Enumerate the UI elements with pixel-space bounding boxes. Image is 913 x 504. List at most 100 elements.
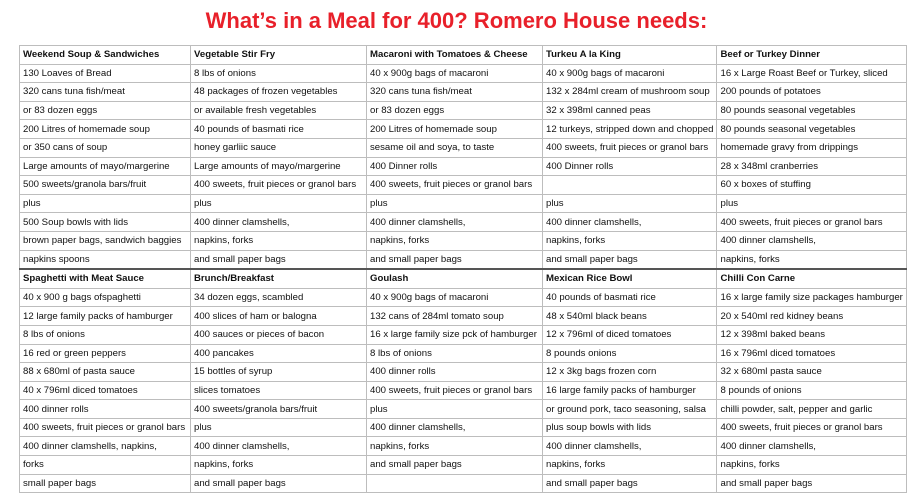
ingredient-cell: homemade gravy from drippings — [716, 137, 907, 158]
ingredient-cell: 400 dinner clamshells, — [541, 212, 718, 232]
ingredient-cell: 400 dinner clamshells, — [366, 212, 543, 232]
ingredient-cell: 200 Litres of homemade soup — [19, 119, 191, 139]
ingredient-cell: 40 pounds of basmati rice — [541, 287, 718, 308]
ingredient-cell: and small paper bags — [716, 473, 907, 494]
table-row: 500 sweets/granola bars/fruit 400 sweets,… — [19, 175, 907, 195]
ingredient-cell: Large amounts of mayo/margerine — [19, 156, 191, 177]
table-row: 12 large family packs of hamburger 400 sl… — [19, 306, 907, 326]
ingredient-cell: napkins, forks — [190, 455, 367, 475]
ingredient-cell: brown paper bags, sandwich baggies — [19, 230, 191, 251]
meal-header-row: Weekend Soup & Sandwiches Vegetable Stir … — [19, 45, 907, 65]
ingredient-cell: napkins spoons — [19, 249, 191, 270]
ingredient-cell: 500 Soup bowls with lids — [19, 212, 191, 232]
meal-name-cell: Mexican Rice Bowl — [541, 268, 718, 289]
ingredient-cell: napkins, forks — [541, 455, 718, 475]
ingredient-cell: 48 packages of frozen vegetables — [190, 82, 367, 102]
ingredient-cell: 16 large family packs of hamburger — [541, 380, 718, 401]
ingredient-cell: napkins, forks — [716, 455, 907, 475]
ingredient-cell: and small paper bags — [541, 473, 718, 494]
table-row: 500 Soup bowls with lids 400 dinner clams… — [19, 212, 907, 232]
ingredient-cell: 16 x Large Roast Beef or Turkey, sliced — [716, 63, 907, 84]
ingredient-cell — [366, 473, 543, 494]
ingredient-cell: and small paper bags — [190, 473, 367, 494]
table-row: plus plus plus plus plus — [19, 193, 907, 214]
table-row: 8 lbs of onions 400 sauces or pieces of b… — [19, 324, 907, 345]
ingredient-cell: 132 cans of 284ml tomato soup — [366, 306, 543, 326]
ingredient-cell: 400 dinner clamshells, napkins, — [19, 436, 191, 457]
ingredient-cell: 400 dinner rolls — [366, 362, 543, 382]
ingredient-cell: 28 x 348ml cranberries — [716, 156, 907, 177]
ingredient-cell: 16 x large family size pck of hamburger — [366, 324, 543, 345]
ingredient-cell: forks — [19, 455, 191, 475]
meal-name-cell: Vegetable Stir Fry — [190, 45, 367, 65]
ingredient-cell: 8 pounds onions — [541, 343, 718, 364]
ingredient-cell: 12 large family packs of hamburger — [19, 306, 191, 326]
ingredient-cell: 400 dinner clamshells, — [190, 212, 367, 232]
ingredient-cell: sesame oil and soya, to taste — [366, 137, 543, 158]
meal-table: Weekend Soup & Sandwiches Vegetable Stir … — [19, 45, 907, 494]
ingredient-cell: and small paper bags — [190, 249, 367, 270]
ingredient-cell: or 83 dozen eggs — [19, 100, 191, 121]
ingredient-cell: 80 pounds seasonal vegetables — [716, 100, 907, 121]
ingredient-cell: 500 sweets/granola bars/fruit — [19, 175, 191, 195]
ingredient-cell: napkins, forks — [716, 249, 907, 270]
meal-name-cell: Macaroni with Tomatoes & Cheese — [366, 45, 543, 65]
ingredient-cell: 80 pounds seasonal vegetables — [716, 119, 907, 139]
meal-name-cell: Weekend Soup & Sandwiches — [19, 45, 191, 65]
ingredient-cell: 130 Loaves of Bread — [19, 63, 191, 84]
page-title: What’s in a Meal for 400? Romero House n… — [205, 8, 708, 33]
ingredient-cell: or 350 cans of soup — [19, 137, 191, 158]
table-row: small paper bags and small paper bags and … — [19, 473, 907, 494]
ingredient-cell: 400 sweets, fruit pieces or granol bars — [19, 417, 191, 438]
table-row: Large amounts of mayo/margerine Large amo… — [19, 156, 907, 177]
ingredient-cell: 400 sweets, fruit pieces or granol bars — [541, 137, 718, 158]
ingredient-cell: 34 dozen eggs, scambled — [190, 287, 367, 308]
ingredient-cell: 400 dinner clamshells, — [190, 436, 367, 457]
ingredient-cell: 400 Dinner rolls — [366, 156, 543, 177]
ingredient-cell: 400 sauces or pieces of bacon — [190, 324, 367, 345]
ingredient-cell: plus — [19, 193, 191, 214]
ingredient-cell: or 83 dozen eggs — [366, 100, 543, 121]
table-row: 200 Litres of homemade soup 40 pounds of … — [19, 119, 907, 139]
ingredient-cell: plus — [716, 193, 907, 214]
ingredient-cell: 320 cans tuna fish/meat — [19, 82, 191, 102]
meal-name-cell: Brunch/Breakfast — [190, 268, 367, 289]
ingredient-cell: and small paper bags — [541, 249, 718, 270]
ingredient-cell: 400 sweets, fruit pieces or granol bars — [716, 212, 907, 232]
ingredient-cell: 40 x 900g bags of macaroni — [541, 63, 718, 84]
ingredient-cell: plus — [366, 399, 543, 419]
meal-name-cell: Chilli Con Carne — [716, 268, 907, 289]
ingredient-cell: 400 dinner clamshells, — [716, 230, 907, 251]
ingredient-cell: or ground pork, taco seasoning, salsa — [541, 399, 718, 419]
ingredient-cell: plus soup bowls with lids — [541, 417, 718, 438]
ingredient-cell: plus — [190, 417, 367, 438]
ingredient-cell: 32 x 680ml pasta sauce — [716, 362, 907, 382]
ingredient-cell: honey garliic sauce — [190, 137, 367, 158]
ingredient-cell: 400 dinner clamshells, — [366, 417, 543, 438]
ingredient-cell: 200 Litres of homemade soup — [366, 119, 543, 139]
ingredient-cell: and small paper bags — [366, 249, 543, 270]
ingredient-cell: 400 sweets, fruit pieces or granol bars — [190, 175, 367, 195]
ingredient-cell: 400 dinner clamshells, — [716, 436, 907, 457]
ingredient-cell: 400 sweets, fruit pieces or granol bars — [366, 175, 543, 195]
table-row: 40 x 900 g bags ofspaghetti 34 dozen eggs… — [19, 287, 907, 308]
ingredient-cell: 40 x 900g bags of macaroni — [366, 63, 543, 84]
ingredient-cell: 16 red or green peppers — [19, 343, 191, 364]
ingredient-cell: 40 pounds of basmati rice — [190, 119, 367, 139]
ingredient-cell: 400 slices of ham or balogna — [190, 306, 367, 326]
table-row: brown paper bags, sandwich baggies napkin… — [19, 230, 907, 251]
ingredient-cell: 132 x 284ml cream of mushroom soup — [541, 82, 718, 102]
ingredient-cell: 8 lbs of onions — [366, 343, 543, 364]
ingredient-cell: 400 dinner clamshells, — [541, 436, 718, 457]
ingredient-cell: 12 x 796ml of diced tomatoes — [541, 324, 718, 345]
ingredient-cell: napkins, forks — [366, 436, 543, 457]
ingredient-cell: 400 Dinner rolls — [541, 156, 718, 177]
ingredient-cell: and small paper bags — [366, 455, 543, 475]
ingredient-cell: 12 turkeys, stripped down and chopped — [541, 119, 718, 139]
ingredient-cell: 12 x 398ml baked beans — [716, 324, 907, 345]
ingredient-cell: 12 x 3kg bags frozen corn — [541, 362, 718, 382]
meal-name-cell: Spaghetti with Meat Sauce — [19, 268, 191, 289]
ingredient-cell: or available fresh vegetables — [190, 100, 367, 121]
ingredient-cell: 320 cans tuna fish/meat — [366, 82, 543, 102]
table-row: 16 red or green peppers 400 pancakes 8 lbs… — [19, 343, 907, 364]
